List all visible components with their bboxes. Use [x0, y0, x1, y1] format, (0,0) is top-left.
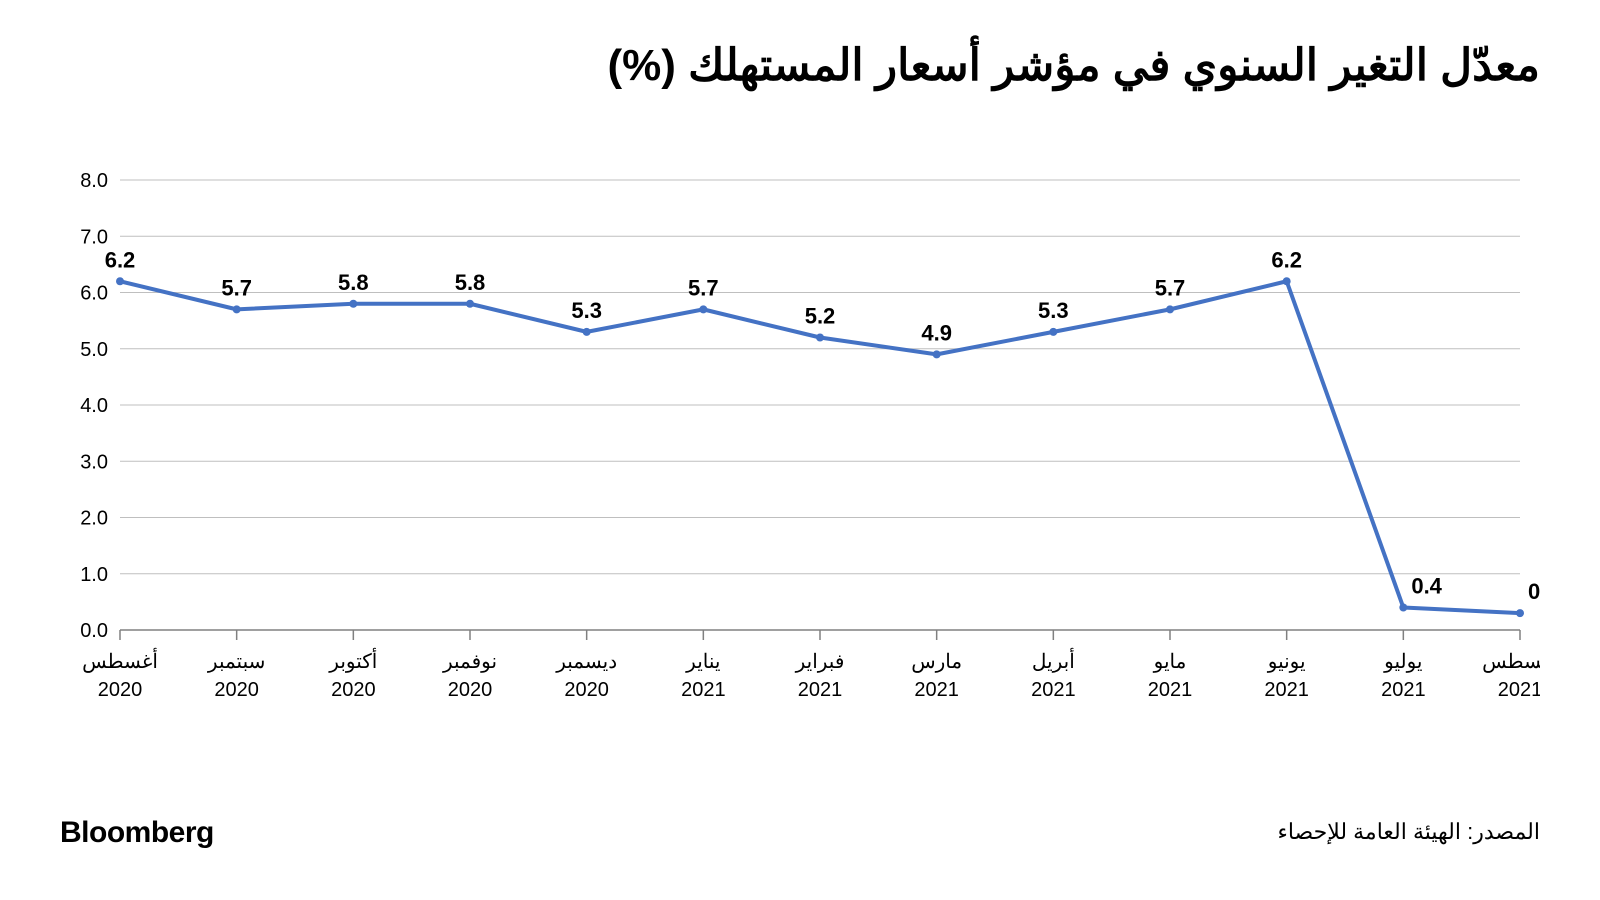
x-tick-year: 2021 — [681, 679, 726, 701]
x-tick-month: مايو — [1153, 651, 1187, 673]
data-label: 6.2 — [1271, 247, 1302, 272]
x-tick-year: 2020 — [448, 679, 493, 701]
x-tick-month: ديسمبر — [555, 651, 617, 673]
series-line — [120, 281, 1520, 613]
y-tick-label: 5.0 — [80, 339, 108, 361]
line-chart: 0.0 1.0 2.0 3.0 4.0 5.0 6.0 7.0 8.0 أغسطس 2020 سبتم… — [60, 160, 1540, 740]
x-tick-year: 2021 — [1264, 679, 1309, 701]
x-tick-month: أغسطس — [82, 647, 158, 673]
series-marker — [1166, 305, 1174, 313]
data-label: 4.9 — [921, 320, 952, 345]
x-tick-month: يناير — [685, 651, 720, 673]
data-label: 5.7 — [221, 275, 252, 300]
data-label: 5.7 — [688, 275, 719, 300]
data-label: 5.7 — [1155, 275, 1186, 300]
x-tick-month: يونيو — [1267, 651, 1306, 673]
series-marker — [933, 350, 941, 358]
x-tick-year: 2020 — [564, 679, 609, 701]
data-label: 6.2 — [105, 247, 136, 272]
y-tick-label: 1.0 — [80, 564, 108, 586]
x-tick-year: 2021 — [1381, 679, 1426, 701]
data-label: 0.4 — [1411, 574, 1442, 599]
brand-logo: Bloomberg — [60, 816, 214, 850]
x-tick-year: 2020 — [331, 679, 376, 701]
chart-title: معدّل التغير السنوي في مؤشر أسعار المسته… — [607, 40, 1540, 91]
series-marker — [349, 300, 357, 308]
x-tick-month: أبريل — [1032, 647, 1075, 673]
series-marker — [116, 277, 124, 285]
x-tick-month: أغسطس — [1482, 647, 1540, 673]
data-label: 5.8 — [338, 270, 369, 295]
y-tick-label: 4.0 — [80, 395, 108, 417]
x-tick-year: 2021 — [1031, 679, 1076, 701]
x-tick-year: 2021 — [1148, 679, 1193, 701]
x-tick-year: 2020 — [98, 679, 143, 701]
x-tick-year: 2020 — [214, 679, 259, 701]
x-tick-month: فبراير — [795, 651, 845, 673]
series-marker — [233, 305, 241, 313]
y-tick-label: 2.0 — [80, 508, 108, 530]
series-marker — [816, 334, 824, 342]
y-tick-label: 6.0 — [80, 283, 108, 305]
x-tick-month: مارس — [911, 651, 962, 673]
series-marker — [1049, 328, 1057, 336]
y-tick-label: 8.0 — [80, 170, 108, 192]
x-tick-month: سبتمبر — [207, 651, 265, 673]
x-tick-month: نوفمبر — [442, 651, 497, 673]
data-label: 5.2 — [805, 304, 836, 329]
y-tick-label: 3.0 — [80, 451, 108, 473]
x-tick-year: 2021 — [1498, 679, 1540, 701]
series-marker — [466, 300, 474, 308]
x-tick-month: يوليو — [1383, 651, 1422, 673]
series-marker — [1399, 604, 1407, 612]
series-marker — [1516, 609, 1524, 617]
source-text: المصدر: الهيئة العامة للإحصاء — [1277, 819, 1540, 845]
x-tick-year: 2021 — [798, 679, 843, 701]
data-label: 5.3 — [571, 298, 602, 323]
data-label: 0.3 — [1528, 579, 1540, 604]
series-marker — [1283, 277, 1291, 285]
series-marker — [699, 305, 707, 313]
series-marker — [583, 328, 591, 336]
data-label: 5.8 — [455, 270, 486, 295]
y-tick-label: 7.0 — [80, 226, 108, 248]
data-label: 5.3 — [1038, 298, 1069, 323]
x-tick-year: 2021 — [914, 679, 959, 701]
y-tick-label: 0.0 — [80, 620, 108, 642]
x-tick-month: أكتوبر — [328, 647, 377, 673]
